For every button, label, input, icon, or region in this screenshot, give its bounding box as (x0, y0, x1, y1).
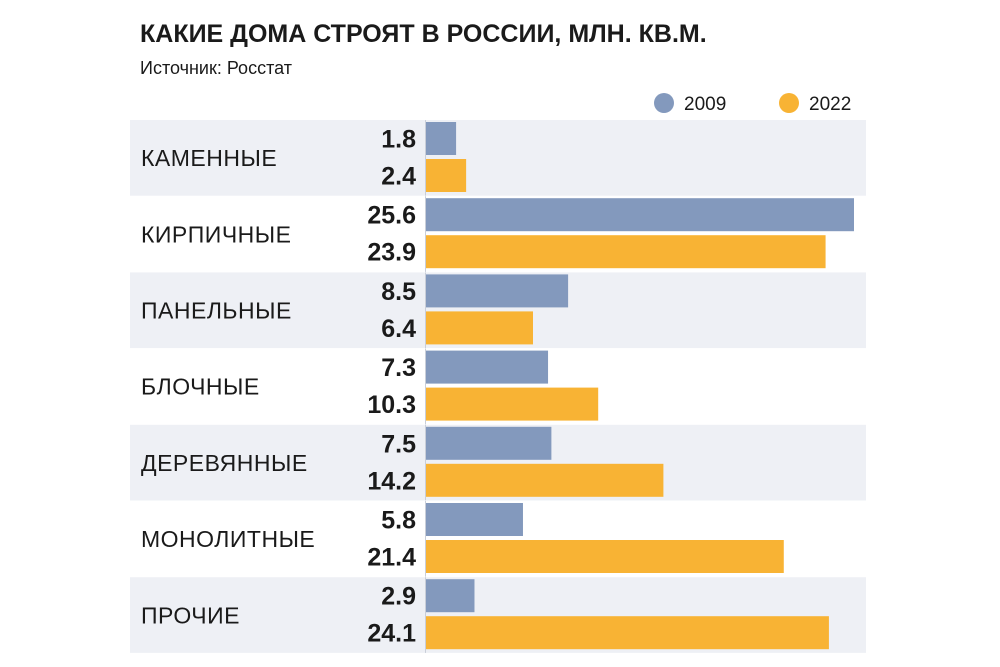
bar-2022 (426, 311, 533, 345)
bar-2022 (426, 463, 664, 497)
legend-label: 2022 (809, 94, 851, 115)
axis-line (425, 120, 426, 196)
category-label: КАМЕННЫЕ (141, 145, 277, 171)
axis-line (425, 272, 426, 349)
axis-line (425, 424, 426, 501)
value-label: 2.4 (381, 163, 416, 191)
category-label: ДЕРЕВЯННЫЕ (141, 450, 308, 476)
bar-2022 (426, 235, 826, 269)
axis-line (425, 577, 426, 653)
bar-2022 (426, 616, 829, 650)
value-label: 6.4 (381, 315, 416, 343)
legend-label: 2009 (684, 94, 726, 115)
category-label: КИРПИЧНЫЕ (141, 221, 291, 247)
bar-2022 (426, 387, 599, 421)
bar-2009 (426, 426, 552, 460)
value-label: 10.3 (367, 391, 416, 419)
bar-2009 (426, 274, 569, 308)
legend-swatch (654, 93, 674, 113)
value-label: 2.9 (381, 583, 416, 611)
chart-title: КАКИЕ ДОМА СТРОЯТ В РОССИИ, МЛН. КВ.М. (140, 20, 707, 48)
category-label: МОНОЛИТНЫЕ (141, 526, 315, 552)
axis-line (425, 196, 426, 272)
bar-2022 (426, 540, 784, 573)
chart-subtitle: Источник: Росстат (140, 58, 292, 78)
bar-2009 (426, 350, 549, 384)
bar-2009 (426, 122, 457, 155)
bar-2022 (426, 159, 467, 192)
legend-swatch (779, 93, 799, 113)
value-label: 24.1 (367, 620, 416, 648)
axis-line (425, 348, 426, 425)
bar-2009 (426, 198, 854, 232)
category-label: БЛОЧНЫЕ (141, 374, 260, 400)
group-band (130, 120, 866, 196)
category-label: ПРОЧИЕ (141, 602, 240, 628)
bar-2009 (426, 579, 475, 613)
value-label: 25.6 (367, 202, 416, 230)
value-label: 5.8 (381, 507, 416, 535)
value-label: 14.2 (367, 467, 416, 495)
value-label: 1.8 (381, 126, 416, 154)
value-label: 23.9 (367, 239, 416, 267)
axis-line (425, 501, 426, 577)
value-label: 7.3 (381, 354, 416, 382)
value-label: 8.5 (381, 278, 416, 306)
value-label: 21.4 (367, 544, 416, 572)
value-label: 7.5 (381, 430, 416, 458)
bar-2009 (426, 503, 523, 536)
category-label: ПАНЕЛЬНЫЕ (141, 298, 292, 324)
